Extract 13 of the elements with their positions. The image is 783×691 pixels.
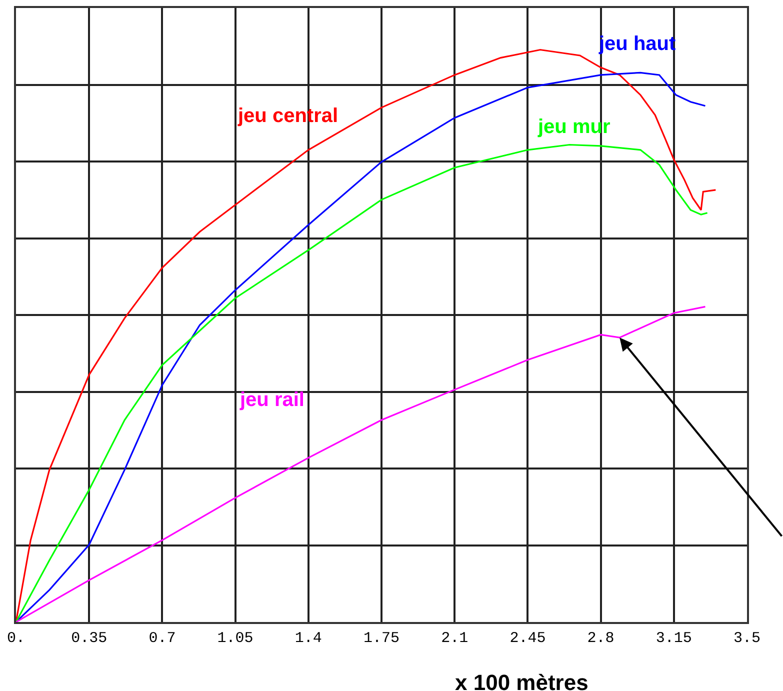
text: jeu rail xyxy=(239,389,304,411)
x-tick-label: 1.4 xyxy=(294,630,322,647)
x-tick-label: 0.35 xyxy=(71,630,108,647)
x-tick-label: 2.1 xyxy=(441,630,468,647)
x-tick-label: 1.05 xyxy=(217,630,254,647)
x-tick-label: 0.7 xyxy=(148,630,176,647)
x-tick-label: 3.5 xyxy=(733,630,761,647)
x-tick-label: 1.75 xyxy=(363,630,400,647)
x-tick-label: 3.15 xyxy=(656,630,692,647)
x-tick-label: 2.8 xyxy=(587,630,614,647)
x-tick-label: 0. xyxy=(6,630,26,647)
x-tick-label: 2.45 xyxy=(510,630,546,647)
x-axis-title: x 100 mètres xyxy=(455,670,588,691)
